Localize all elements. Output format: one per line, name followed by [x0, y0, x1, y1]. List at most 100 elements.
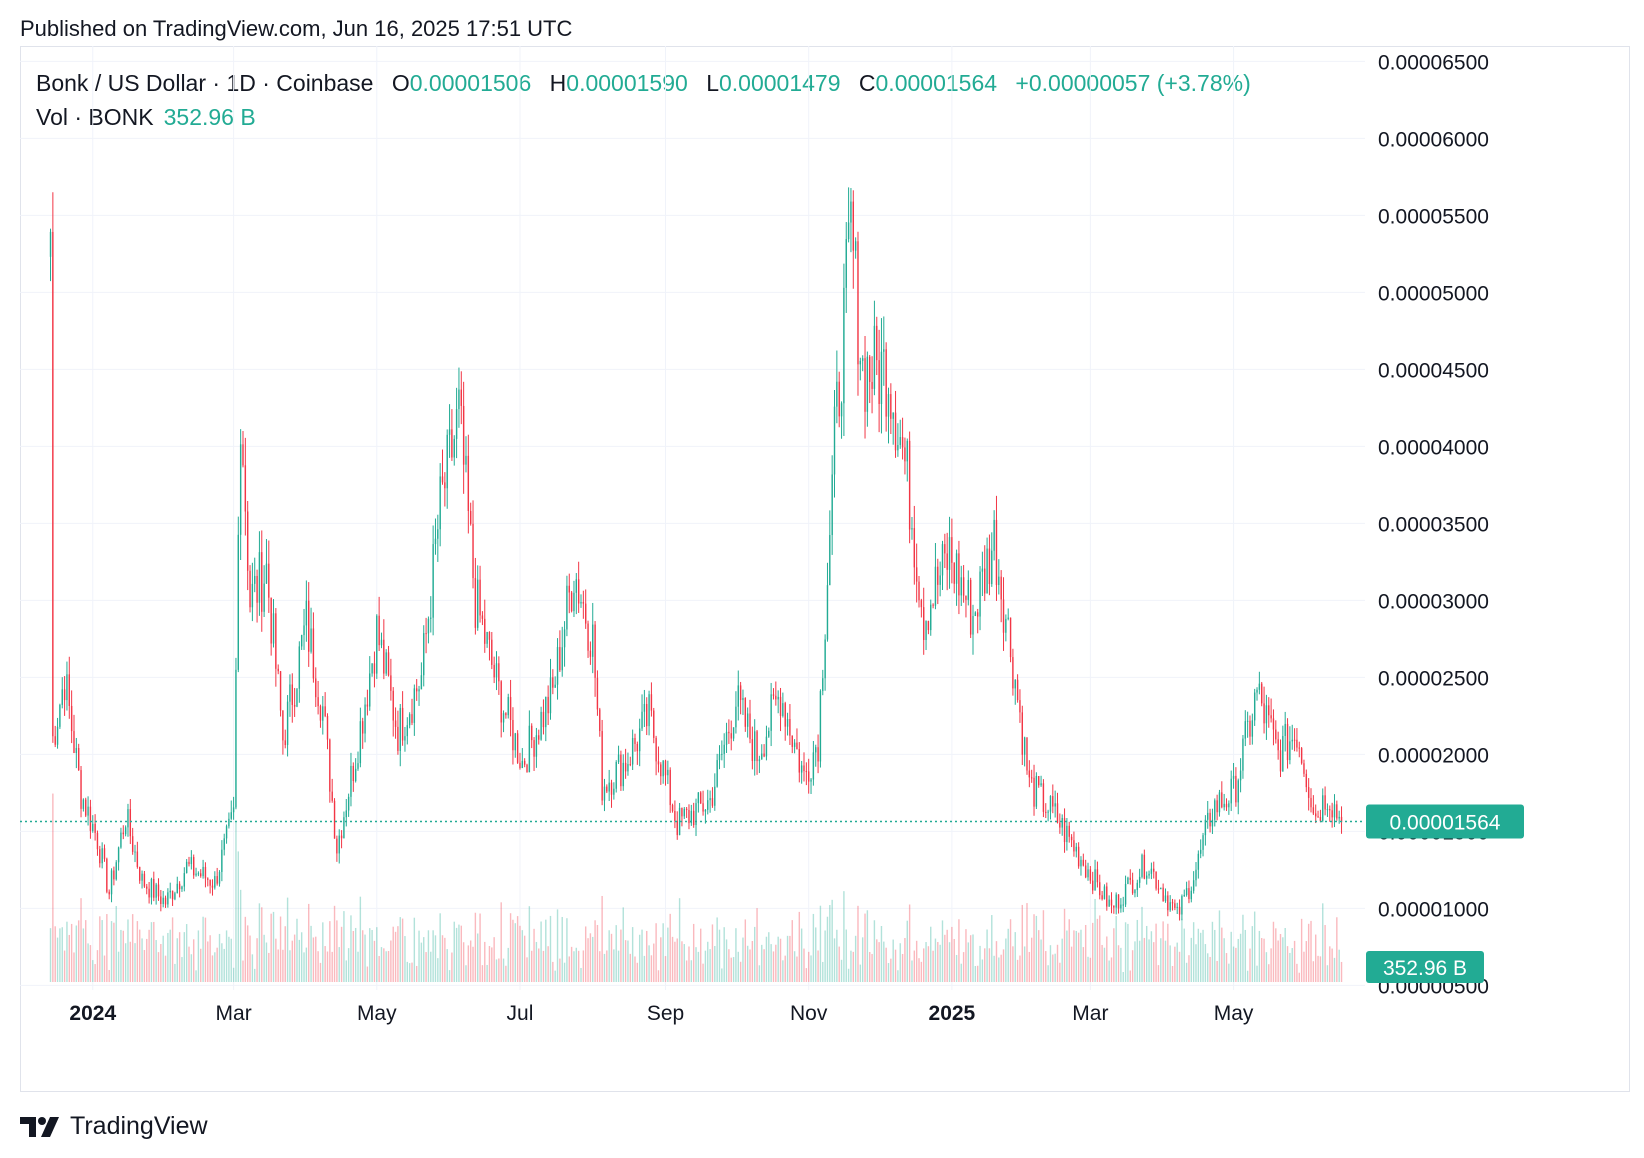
candle-body: [223, 838, 225, 850]
candle-body: [319, 706, 322, 721]
volume-bar: [1087, 956, 1089, 982]
candle-body: [1092, 880, 1094, 891]
candle-body: [329, 739, 331, 792]
symbol-title[interactable]: Bonk / US Dollar · 1D · Coinbase: [36, 70, 374, 96]
volume-bar: [1035, 915, 1038, 982]
volume-bar: [627, 940, 629, 982]
candle-body: [700, 792, 702, 804]
volume-bar: [702, 963, 704, 982]
volume-bar: [56, 937, 59, 982]
volume-bar: [723, 927, 725, 982]
volume-bar: [350, 915, 352, 982]
candle-body: [542, 711, 545, 728]
volume-bar: [915, 940, 918, 982]
volume-bar: [1307, 923, 1310, 982]
volume-bar: [122, 930, 124, 982]
volume-label[interactable]: Vol · BONK: [36, 104, 154, 130]
candle-body: [1131, 879, 1134, 894]
volume-bar: [430, 951, 432, 982]
volume-bar: [930, 926, 932, 982]
volume-bar: [892, 939, 894, 982]
volume-bar: [871, 953, 873, 982]
candle-body: [1211, 819, 1214, 827]
candle-body: [1012, 657, 1014, 689]
volume-bar: [951, 926, 953, 982]
volume-bar: [1033, 914, 1035, 982]
candle-body: [768, 730, 770, 737]
candle-body: [347, 796, 350, 811]
time-axis[interactable]: 2024 Mar May Jul Sep Nov 2025 Mar May: [69, 1002, 1253, 1025]
candle-body: [1207, 812, 1209, 820]
candle-body: [563, 629, 566, 648]
volume-bar: [244, 916, 247, 982]
volume-bar: [575, 947, 578, 982]
volume-bar: [343, 911, 345, 982]
volume-bar: [958, 919, 960, 982]
candle-body: [930, 604, 932, 631]
candle-body: [556, 647, 559, 685]
volume-bar: [202, 916, 204, 982]
volume-bar: [207, 941, 209, 982]
volume-bar: [1188, 955, 1190, 982]
volume-bar: [216, 947, 218, 982]
candle-body: [753, 731, 756, 761]
high-value: 0.00001590: [566, 70, 688, 96]
volume-bar: [761, 944, 763, 982]
candle-body: [441, 476, 444, 483]
volume-bar: [803, 948, 805, 982]
candle-body: [1054, 803, 1056, 807]
volume-bar: [861, 937, 864, 982]
candle-body: [488, 631, 491, 640]
candle-body: [418, 689, 420, 692]
volume-bar: [223, 948, 225, 982]
volume-bar: [401, 918, 404, 982]
candle-body: [906, 440, 908, 462]
candle-body: [256, 575, 258, 603]
volume-bar: [1157, 965, 1160, 982]
price-axis[interactable]: 0.00006500 0.00006000 0.00005500 0.00005000…: [1378, 51, 1489, 998]
candle-body: [1063, 817, 1066, 843]
candle-body: [211, 885, 214, 888]
candle-body: [1082, 859, 1085, 866]
candle-body: [584, 603, 587, 624]
candle-body: [1307, 787, 1310, 798]
candle-body: [807, 771, 810, 782]
candle-body: [80, 770, 82, 809]
volume-bar: [1042, 910, 1045, 982]
candle-body: [1164, 895, 1167, 901]
volume-bar: [239, 889, 242, 982]
candle-body: [176, 883, 178, 894]
volume-bar: [948, 942, 951, 982]
candle-body: [218, 871, 221, 884]
volume-bar: [756, 908, 758, 982]
candle-body: [92, 823, 94, 831]
candle-body: [1261, 683, 1263, 704]
volume-bar: [1052, 954, 1054, 982]
volume-bar: [1134, 941, 1136, 982]
candle-body: [904, 447, 906, 462]
volume-bar: [1270, 948, 1272, 982]
candle-body: [599, 709, 601, 732]
candle-body: [941, 544, 944, 576]
volume-bar: [913, 950, 916, 982]
candle-body: [89, 806, 92, 831]
volume-bar: [141, 938, 143, 982]
volume-bar: [1235, 947, 1237, 982]
last-price-label: 0.00001564: [1390, 812, 1501, 835]
candle-body: [1127, 877, 1129, 884]
candle-body: [1256, 689, 1258, 693]
volume-bar: [1169, 945, 1171, 982]
volume-bar: [399, 917, 401, 982]
volume-bar: [357, 951, 359, 982]
volume-bar: [1265, 952, 1268, 982]
low-value: 0.00001479: [718, 70, 841, 96]
volume-bar: [178, 932, 181, 982]
volume-bar: [387, 951, 390, 982]
candle-body: [925, 621, 927, 641]
volume-bar: [371, 929, 373, 982]
volume-bar: [831, 899, 833, 982]
volume-bar: [798, 911, 801, 982]
candle-body: [411, 714, 413, 723]
candle-body: [1265, 705, 1268, 724]
